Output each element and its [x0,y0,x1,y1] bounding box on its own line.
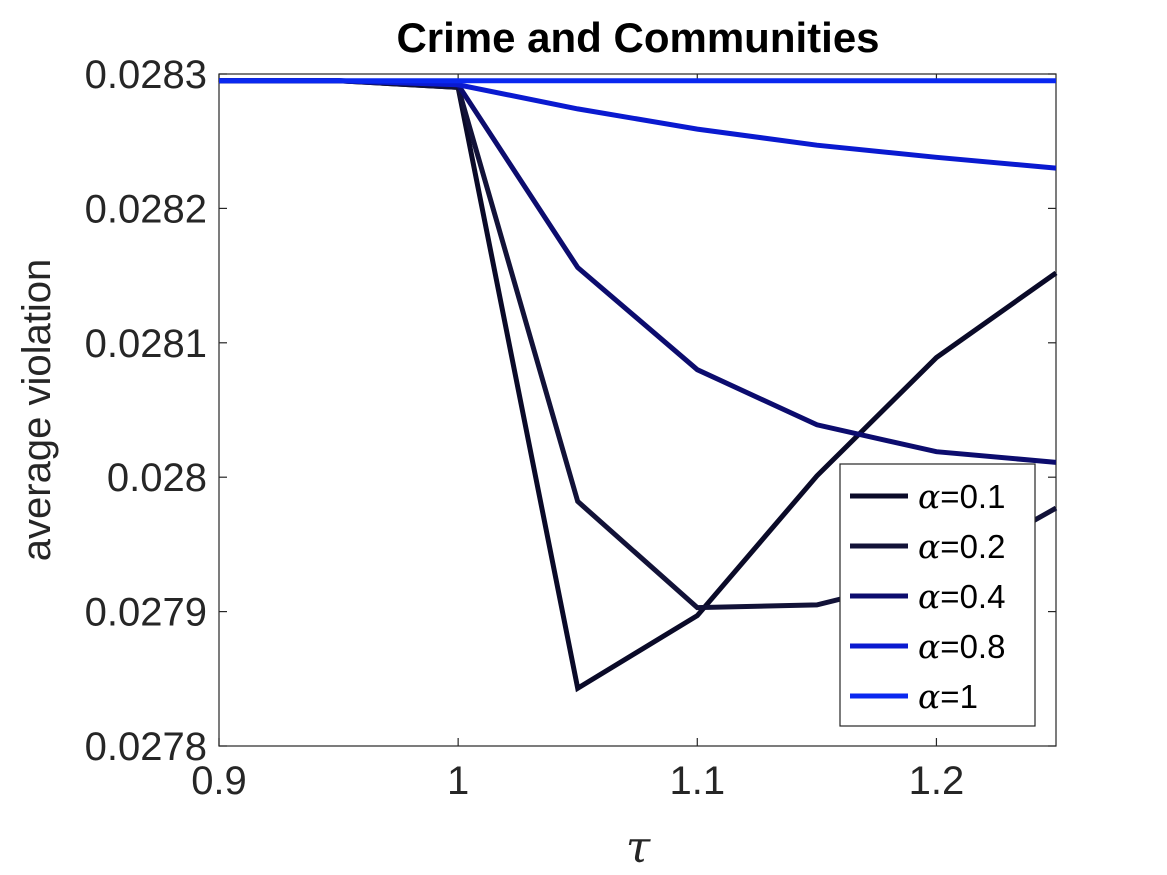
legend-entry: α=0.8 [918,627,1005,666]
legend-value: =1 [940,678,978,715]
legend-symbol: α [918,577,940,616]
x-tick-label: 1 [447,759,469,803]
y-tick-label: 0.0278 [85,725,207,769]
legend-entry: α=0.2 [918,527,1005,566]
chart-title: Crime and Communities [396,14,879,61]
legend-value: =0.1 [940,478,1005,515]
y-axis-label: average violation [15,259,59,561]
legend-entry: α=1 [918,677,978,716]
y-tick-label: 0.0279 [85,591,207,635]
y-tick-label: 0.0282 [85,187,207,231]
plot-area: 0.9 1 1.1 1.2 0.0278 0.0279 0.028 0.0281 0.0282 0… [85,53,1058,803]
legend-value: =0.8 [940,628,1005,665]
x-tick-label: 0.9 [191,759,247,803]
legend-symbol: α [918,527,940,566]
x-tick-label: 1.2 [909,759,965,803]
y-tick-label: 0.0281 [85,322,207,366]
legend-entry: α=0.1 [918,477,1005,516]
legend-entry: α=0.4 [918,577,1005,616]
x-axis-label: τ [626,822,651,873]
x-tick-label: 1.1 [669,759,725,803]
y-tick-label: 0.0283 [85,53,207,97]
legend: α=0.1α=0.2α=0.4α=0.8α=1 [839,463,1036,727]
y-tick-label: 0.028 [107,456,207,500]
legend-symbol: α [918,677,940,716]
legend-symbol: α [918,627,940,666]
legend-symbol: α [918,477,940,516]
legend-value: =0.4 [940,578,1005,615]
legend-value: =0.2 [940,528,1005,565]
